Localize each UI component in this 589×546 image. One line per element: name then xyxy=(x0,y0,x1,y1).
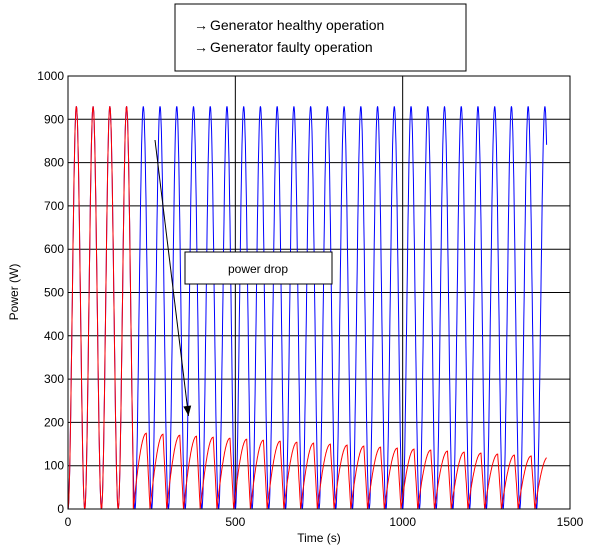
legend-label-healthy: Generator healthy operation xyxy=(210,17,384,33)
y-tick-label: 100 xyxy=(44,459,64,473)
annotation-box xyxy=(184,251,333,285)
y-axis-label: Power (W) xyxy=(7,264,21,321)
series-line-faulty xyxy=(67,106,547,510)
grid-lines xyxy=(68,118,570,467)
y-tick-label: 900 xyxy=(44,112,64,126)
y-tick-label: 600 xyxy=(44,242,64,256)
legend-arrow-icon-faulty: → xyxy=(194,39,208,55)
y-tick-label: 500 xyxy=(44,286,64,300)
series-line-healthy xyxy=(67,106,548,510)
y-tick-label: 800 xyxy=(44,156,64,170)
legend: → Generator healthy operation → Generato… xyxy=(174,3,467,72)
x-tick-label: 1500 xyxy=(557,515,584,529)
annotation-text: power drop xyxy=(228,262,288,276)
legend-arrow-icon-healthy: → xyxy=(194,17,208,33)
y-tick-label: 300 xyxy=(44,372,64,386)
x-tick-label: 0 xyxy=(65,515,72,529)
y-tick-label: 1000 xyxy=(37,69,64,83)
y-tick-labels: 0 100 200 300 400 500 600 700 800 900 1000 xyxy=(37,69,64,516)
x-tick-labels: 0 500 1000 1500 xyxy=(65,515,584,529)
x-axis-label: Time (s) xyxy=(297,531,341,545)
plot-frame xyxy=(67,75,571,510)
y-tick-label: 200 xyxy=(44,415,64,429)
x-tick-label: 1000 xyxy=(389,515,416,529)
reference-lines xyxy=(234,76,404,509)
y-tick-label: 700 xyxy=(44,199,64,213)
series-layer xyxy=(67,106,548,510)
annotation-arrowhead xyxy=(183,405,192,416)
annotation-arrow xyxy=(154,139,189,416)
legend-box xyxy=(174,3,467,72)
power-drop-annotation: power drop xyxy=(154,139,333,416)
x-tick-label: 500 xyxy=(225,515,245,529)
legend-label-faulty: Generator faulty operation xyxy=(210,39,373,55)
y-tick-label: 400 xyxy=(44,329,64,343)
y-tick-label: 0 xyxy=(57,502,64,516)
